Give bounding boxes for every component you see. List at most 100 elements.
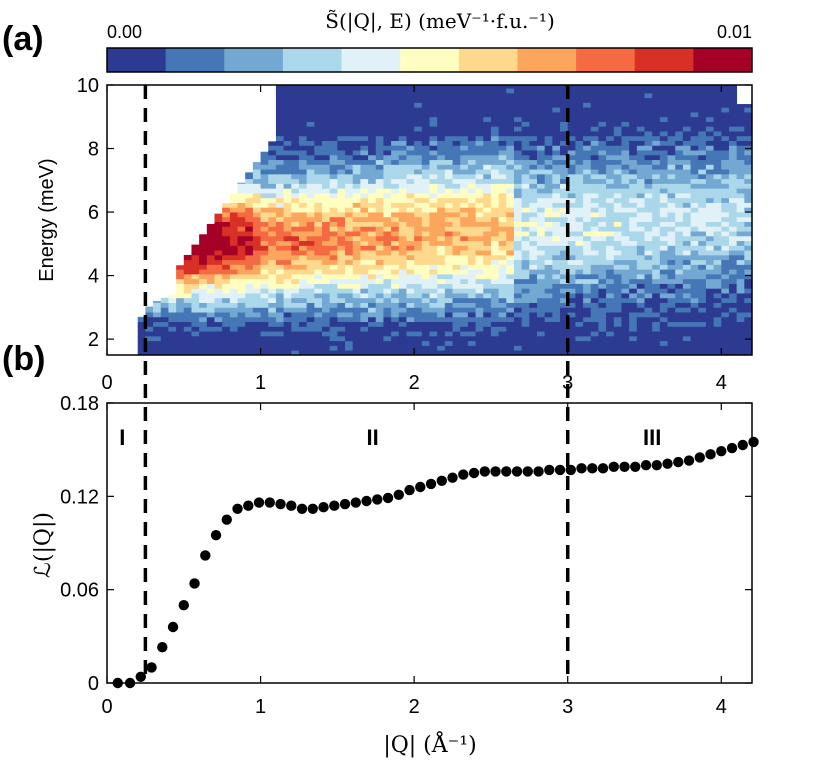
heatmap-cell (513, 159, 523, 165)
heatmap-cell (283, 259, 292, 265)
heatmap-cell (552, 107, 561, 113)
heatmap-cell (506, 321, 515, 327)
heatmap-cell (698, 154, 707, 161)
heatmap-cell (345, 250, 354, 256)
heatmap-cell (183, 331, 192, 337)
heatmap-cell (575, 154, 584, 161)
heatmap-cell (421, 216, 430, 222)
heatmap-cell (406, 335, 415, 342)
heatmap-cell (398, 85, 407, 89)
heatmap-cell (567, 278, 576, 284)
heatmap-cell (268, 216, 277, 222)
heatmap-cell (629, 278, 638, 284)
heatmap-cell (567, 226, 576, 232)
heatmap-cell (621, 264, 630, 270)
heatmap-cell (544, 159, 553, 165)
heatmap-cell (529, 221, 538, 227)
heatmap-cell (475, 340, 484, 346)
heatmap-cell (421, 235, 430, 242)
heatmap-cell (406, 140, 415, 146)
heatmap-cell (621, 216, 630, 222)
heatmap-cell (260, 159, 269, 165)
heatmap-cell (652, 297, 661, 303)
heatmap-cell (437, 207, 446, 213)
heatmap-cell (629, 288, 638, 294)
heatmap-cell (352, 85, 361, 89)
heatmap-cell (675, 340, 684, 346)
heatmap-cell (314, 150, 323, 156)
heatmap-cell (490, 235, 500, 242)
heatmap-cell (206, 335, 215, 342)
heatmap-cell (636, 159, 645, 165)
heatmap-cell (398, 145, 407, 151)
heatmap-cell (483, 173, 492, 180)
heatmap-cell (728, 197, 738, 203)
heatmap-cell (575, 235, 584, 242)
heatmap-cell (583, 297, 592, 303)
heatmap-cell (206, 264, 215, 270)
heatmap-cell (598, 240, 607, 246)
heatmap-cell (629, 264, 638, 270)
heatmap-cell (406, 264, 415, 270)
heatmap-cell (429, 116, 438, 122)
heatmap-cell (490, 164, 500, 170)
heatmap-cell (429, 97, 438, 103)
heatmap-cell (298, 335, 308, 342)
heatmap-cell (252, 226, 261, 232)
heatmap-cell (429, 173, 438, 180)
heatmap-cell (291, 307, 300, 313)
heatmap-cell (375, 335, 384, 342)
heatmap-cell (322, 178, 331, 184)
heatmap-cell (298, 278, 308, 284)
heatmap-cell (583, 231, 592, 237)
heatmap-cell (606, 331, 615, 337)
heatmap-cell (291, 188, 300, 194)
heatmap-cell (437, 97, 446, 103)
heatmap-cell (306, 221, 315, 227)
heatmap-cell (467, 340, 476, 346)
x-tick-label: 2 (409, 372, 420, 394)
heatmap-cell (490, 293, 500, 299)
heatmap-cell (237, 188, 246, 194)
heatmap-cell (229, 254, 238, 261)
heatmap-cell (406, 135, 415, 141)
heatmap-cell (398, 250, 407, 256)
heatmap-cell (590, 250, 599, 256)
heatmap-cell (705, 121, 715, 127)
heatmap-cell (383, 307, 392, 313)
heatmap-cell (682, 212, 691, 218)
heatmap-cell (698, 326, 707, 332)
heatmap-cell (498, 350, 507, 356)
heatmap-cell (483, 221, 492, 227)
heatmap-cell (391, 269, 400, 275)
heatmap-cell (329, 107, 338, 113)
heatmap-cell (398, 254, 407, 261)
heatmap-cell (544, 293, 553, 299)
heatmap-cell (606, 345, 615, 351)
heatmap-cell (283, 269, 292, 275)
heatmap-cell (460, 221, 469, 227)
heatmap-cell (537, 326, 546, 332)
heatmap-cell (160, 345, 169, 351)
heatmap-cell (521, 169, 530, 175)
heatmap-cell (298, 102, 308, 108)
heatmap-cell (636, 321, 645, 327)
heatmap-cell (537, 121, 546, 127)
heatmap-cell (437, 350, 446, 356)
heatmap-cell (613, 173, 622, 180)
heatmap-cell (721, 283, 730, 289)
heatmap-cell (583, 302, 592, 308)
heatmap-cell (322, 116, 331, 122)
heatmap-cell (222, 335, 231, 342)
heatmap-cell (583, 288, 592, 294)
heatmap-cell (337, 140, 346, 146)
heatmap-cell (191, 297, 200, 303)
heatmap-cell (598, 278, 607, 284)
heatmap-cell (375, 135, 384, 141)
heatmap-cell (552, 92, 561, 99)
heatmap-cell (444, 288, 453, 294)
heatmap-cell (268, 264, 277, 270)
heatmap-cell (698, 221, 707, 227)
heatmap-cell (537, 212, 546, 218)
heatmap-cell (275, 278, 285, 284)
